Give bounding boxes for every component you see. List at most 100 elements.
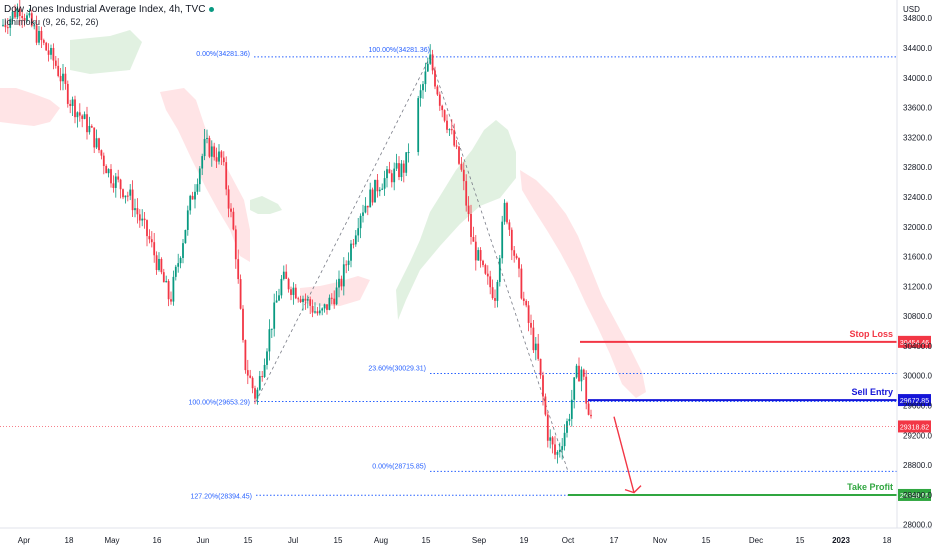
candle-body	[458, 146, 460, 164]
candle-body	[570, 399, 573, 419]
cloud-green-3	[396, 120, 516, 320]
candle-body	[590, 414, 592, 417]
candle-body	[203, 138, 206, 157]
cloud-green-1	[70, 30, 142, 74]
candle-body	[575, 365, 578, 378]
candle-body	[345, 264, 348, 266]
candle-body	[38, 30, 40, 43]
x-tick-label: Aug	[374, 536, 388, 545]
candle-body	[434, 70, 436, 87]
candle-body	[390, 173, 393, 183]
x-tick-label: 15	[702, 536, 711, 545]
candle-body	[266, 351, 268, 365]
candle-body	[338, 278, 340, 288]
candle-body	[482, 260, 484, 266]
candle-body	[542, 375, 544, 397]
candle-body	[431, 54, 434, 71]
candle-body	[501, 221, 504, 259]
candle-body	[160, 258, 163, 273]
x-tick-label: 15	[796, 536, 805, 545]
candle-body	[9, 18, 12, 28]
candle-body	[429, 54, 432, 64]
candle-body	[201, 156, 204, 169]
candle-body	[369, 189, 372, 208]
candle-body	[186, 210, 189, 230]
candle-body	[117, 176, 120, 180]
candle-body	[218, 151, 220, 162]
candle-body	[522, 298, 525, 301]
candle-body	[417, 98, 420, 153]
candle-body	[62, 73, 64, 82]
trade-level-name: Sell Entry	[851, 387, 893, 397]
candle-body	[78, 112, 81, 116]
currency-label: USD	[903, 5, 920, 14]
candle-body	[386, 169, 388, 179]
y-tick-label: 32000.00	[903, 223, 932, 232]
trade-level-name: Take Profit	[847, 482, 893, 492]
candle-body	[184, 229, 187, 244]
candle-body	[402, 163, 405, 173]
x-tick-label: 15	[334, 536, 343, 545]
candle-body	[114, 176, 117, 188]
candle-body	[83, 114, 86, 119]
candle-body	[534, 343, 537, 351]
candle-body	[508, 222, 511, 230]
y-tick-label: 34000.00	[903, 74, 932, 83]
candle-body	[90, 125, 93, 128]
ichimoku-cloud-layer	[0, 30, 646, 398]
y-tick-label: 33600.00	[903, 104, 932, 113]
symbol-title: Dow Jones Industrial Average Index, 4h, …	[4, 4, 206, 15]
candle-body	[278, 295, 280, 301]
y-tick-label: 33200.00	[903, 133, 932, 142]
candle-body	[16, 8, 19, 18]
candle-body	[306, 299, 309, 301]
candle-body	[107, 169, 110, 174]
candle-body	[448, 129, 451, 131]
candle-body	[122, 189, 124, 198]
candle-body	[6, 27, 9, 29]
x-tick-label: Oct	[562, 536, 575, 545]
candle-body	[54, 60, 57, 66]
candle-body	[234, 229, 237, 260]
x-tick-label: Nov	[653, 536, 667, 545]
candle-body	[249, 375, 252, 378]
candle-body	[162, 272, 165, 283]
candle-body	[227, 189, 230, 209]
candle-body	[148, 236, 151, 240]
current-price-text: 29318.82	[900, 424, 929, 431]
candle-body	[102, 155, 105, 167]
candle-body	[470, 213, 472, 237]
candle-body	[225, 162, 228, 190]
candle-body	[297, 298, 300, 300]
candle-body	[256, 389, 259, 399]
candle-body	[321, 308, 324, 311]
candle-body	[95, 138, 98, 148]
candle-body	[441, 105, 444, 111]
candle-body	[263, 364, 266, 377]
candles-layer	[2, 0, 592, 464]
candle-body	[554, 444, 556, 455]
candle-body	[573, 377, 576, 400]
candle-body	[378, 189, 381, 192]
candle-body	[515, 255, 518, 259]
candle-body	[498, 258, 501, 282]
candle-body	[76, 112, 79, 118]
x-tick-label: 18	[883, 536, 892, 545]
y-tick-label: 32800.00	[903, 163, 932, 172]
candle-body	[280, 278, 283, 296]
candle-body	[438, 94, 441, 106]
candle-body	[81, 115, 84, 119]
candle-body	[436, 86, 439, 95]
y-tick-label: 30800.00	[903, 312, 932, 321]
candle-body	[496, 281, 499, 301]
candle-body	[326, 304, 328, 310]
candle-body	[426, 63, 429, 72]
candle-body	[342, 264, 345, 287]
candle-body	[242, 308, 244, 341]
candle-body	[206, 137, 208, 139]
candle-body	[374, 179, 376, 203]
candle-body	[282, 271, 285, 279]
candle-body	[174, 266, 177, 277]
